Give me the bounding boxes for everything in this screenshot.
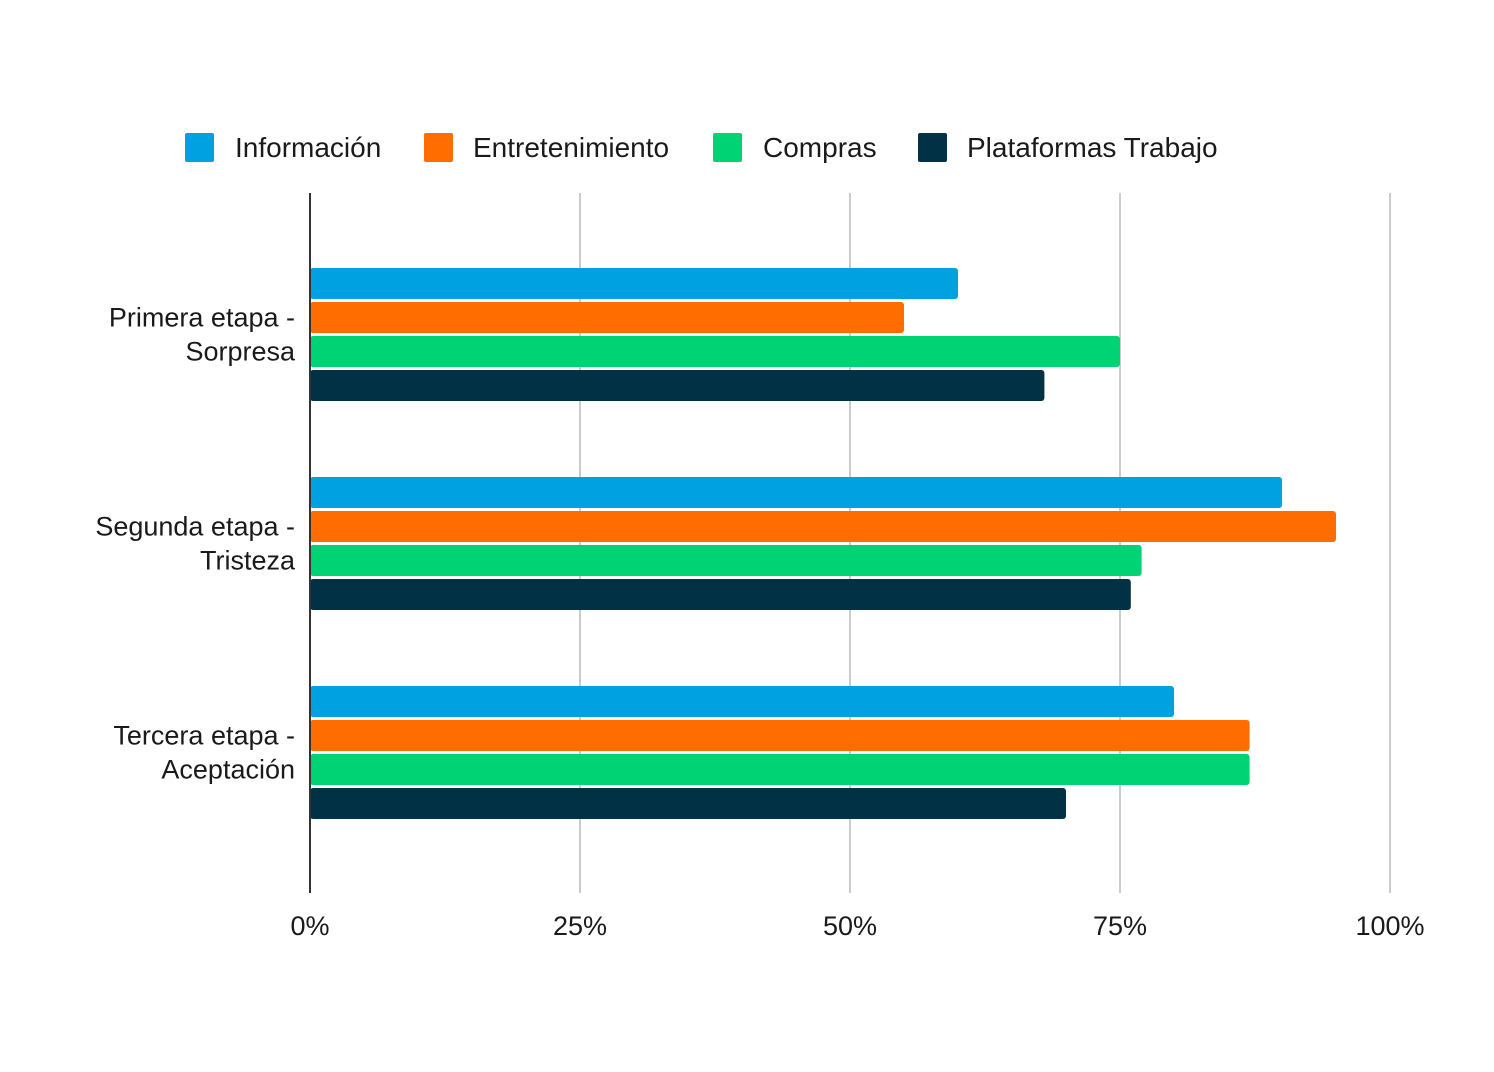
x-tick-label: 50% — [823, 911, 877, 941]
x-axis-ticks: 0% 25% 50% 75% 100% — [290, 911, 1424, 941]
category-label: Primera etapa - — [109, 303, 295, 333]
category-label: Segunda etapa - — [95, 512, 295, 542]
category-label: Sorpresa — [185, 337, 296, 367]
bar — [310, 302, 904, 333]
legend-label: Entretenimiento — [473, 132, 669, 163]
legend-label: Información — [235, 132, 381, 163]
bars — [310, 268, 1336, 819]
legend: Información Entretenimiento Compras Platafo… — [185, 132, 1218, 163]
x-tick-label: 0% — [290, 911, 329, 941]
bar — [310, 511, 1336, 542]
legend-label: Compras — [763, 132, 877, 163]
bar — [310, 754, 1250, 785]
bar — [310, 336, 1120, 367]
x-tick-label: 100% — [1355, 911, 1424, 941]
category-label: Tercera etapa - — [113, 721, 295, 751]
bar — [310, 268, 958, 299]
legend-swatch — [185, 133, 214, 162]
category-label: Aceptación — [161, 755, 295, 785]
x-tick-label: 75% — [1093, 911, 1147, 941]
legend-swatch — [918, 133, 947, 162]
bar — [310, 686, 1174, 717]
legend-swatch — [424, 133, 453, 162]
legend-label: Plataformas Trabajo — [967, 132, 1218, 163]
bar — [310, 545, 1142, 576]
bar — [310, 579, 1131, 610]
bar — [310, 788, 1066, 819]
legend-swatch — [713, 133, 742, 162]
bar — [310, 477, 1282, 508]
bar — [310, 720, 1250, 751]
category-labels: Primera etapa - Sorpresa Segunda etapa - Tr… — [95, 303, 296, 785]
category-label: Tristeza — [200, 546, 296, 576]
x-tick-label: 25% — [553, 911, 607, 941]
bar — [310, 370, 1045, 401]
